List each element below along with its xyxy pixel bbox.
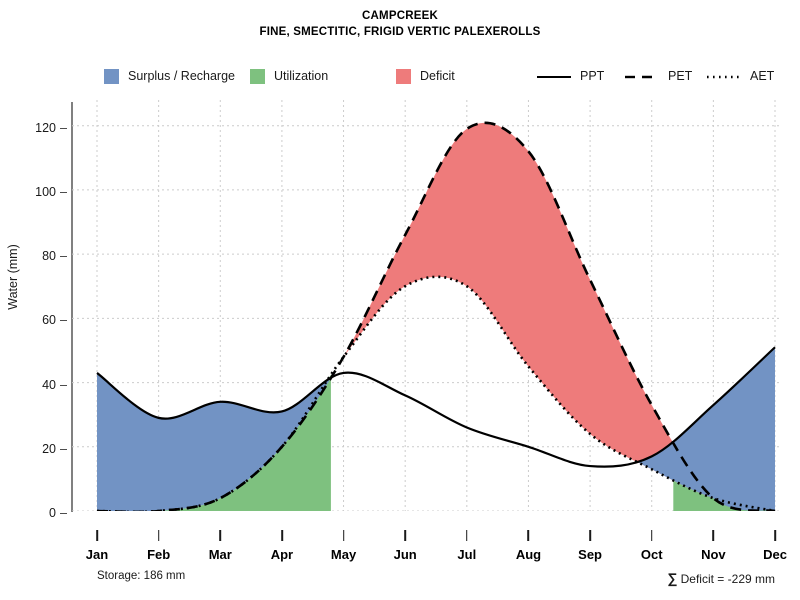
x-tick-label-jan: Jan [85, 547, 109, 562]
legend-swatch-utilization [250, 68, 265, 84]
chart-title: CAMPCREEK FINE, SMECTITIC, FRIGID VERTIC… [0, 8, 800, 40]
y-tick-label: 0 [49, 506, 56, 520]
legend-item-utilization[interactable]: Utilization [250, 66, 328, 86]
legend-swatch-surplus-recharge [104, 68, 119, 84]
legend-line-pet-icon [624, 70, 660, 82]
y-tick-label: 120 [35, 120, 56, 135]
legend-item-surplus-recharge[interactable]: Surplus / Recharge [104, 66, 235, 86]
x-tick-mark [342, 530, 345, 541]
x-tick-mark [527, 530, 530, 541]
x-tick-label-jul: Jul [457, 547, 477, 562]
plot-svg [72, 100, 782, 511]
x-tick-label-dec: Dec [763, 547, 787, 562]
legend-label-ppt: PPT [580, 69, 605, 83]
x-tick-mark [774, 530, 776, 541]
x-tick-mark [712, 530, 715, 541]
legend-line-ppt-icon [536, 70, 572, 82]
legend-label-aet: AET [750, 69, 775, 83]
y-tick-mark [60, 127, 67, 129]
x-tick-mark [650, 530, 653, 541]
area-deficit [344, 122, 712, 498]
x-tick-mark [96, 530, 98, 541]
area-bands [97, 122, 775, 511]
legend-item-deficit[interactable]: Deficit [396, 66, 455, 86]
y-tick-mark [60, 448, 67, 450]
line-ppt [96, 346, 776, 468]
x-tick-label-may: May [330, 547, 357, 562]
y-tick-label: 80 [42, 249, 56, 264]
x-tick-mark [219, 530, 222, 541]
area-utilization [97, 374, 331, 511]
x-tick-label-sep: Sep [578, 547, 602, 562]
line-aet [97, 275, 776, 511]
deficit-annotation-text: Deficit = -229 mm [677, 572, 775, 586]
x-axis: Jan Feb Mar Apr May Jun Jul Aug Sep Oct Nov Dec [0, 511, 800, 566]
y-axis: 0 20 40 60 80 100 120 [0, 95, 72, 520]
plot-area [72, 100, 782, 511]
x-tick-label-jun: Jun [393, 547, 417, 562]
x-tick-label-aug: Aug [515, 547, 542, 562]
x-tick-mark [157, 530, 160, 541]
legend-item-aet[interactable]: AET [706, 66, 774, 86]
chart-legend: Surplus / Recharge Utilization Deficit P… [0, 66, 800, 86]
legend-swatch-deficit [396, 68, 411, 84]
area-surplus-recharge [638, 347, 775, 511]
y-tick-mark [60, 320, 67, 322]
x-tick-mark [281, 530, 283, 541]
y-tick-label: 60 [42, 313, 56, 328]
y-tick-label: 40 [42, 377, 56, 392]
y-tick-label: 100 [35, 184, 56, 199]
chart-title-line-1: CAMPCREEK [362, 10, 438, 22]
legend-label-utilization: Utilization [274, 69, 329, 83]
x-tick-mark [589, 530, 591, 541]
sigma-icon: ∑ [667, 570, 678, 586]
y-tick-label: 20 [42, 441, 56, 456]
chart-footer: Storage: 186 mm ∑ Deficit = -229 mm [0, 570, 800, 596]
x-tick-label-apr: Apr [270, 547, 294, 562]
y-tick-mark [60, 384, 67, 386]
x-tick-mark [466, 530, 468, 541]
chart-title-line-2: FINE, SMECTITIC, FRIGID VERTIC PALEXEROL… [259, 26, 541, 38]
y-axis-line [71, 102, 74, 512]
y-tick-mark [60, 513, 67, 514]
x-tick-mark [404, 530, 406, 541]
series-lines [96, 121, 776, 511]
legend-label-deficit: Deficit [420, 69, 455, 83]
x-tick-label-nov: Nov [701, 547, 726, 562]
deficit-annotation: ∑ Deficit = -229 mm [667, 570, 775, 586]
legend-label-surplus-recharge: Surplus / Recharge [128, 69, 236, 83]
x-tick-label-mar: Mar [208, 547, 232, 562]
legend-item-pet[interactable]: PET [624, 66, 692, 86]
y-tick-mark [60, 256, 67, 258]
x-tick-label-feb: Feb [147, 547, 171, 562]
x-tick-label-oct: Oct [640, 547, 663, 562]
legend-item-ppt[interactable]: PPT [536, 66, 604, 86]
y-axis-label: Water (mm) [6, 244, 20, 310]
y-tick-mark [60, 191, 67, 193]
area-utilization [673, 480, 775, 511]
legend-line-aet-icon [706, 70, 742, 82]
storage-annotation: Storage: 186 mm [97, 570, 186, 582]
line-pet [97, 121, 776, 511]
legend-label-pet: PET [668, 69, 693, 83]
area-surplus-recharge [97, 372, 331, 511]
